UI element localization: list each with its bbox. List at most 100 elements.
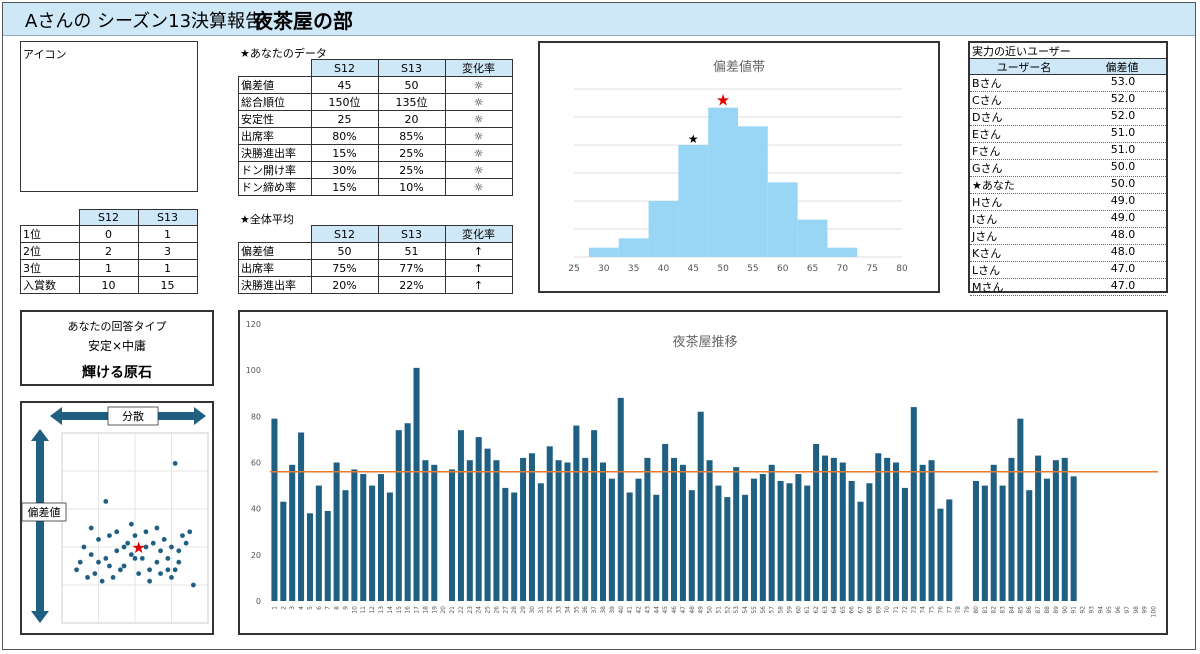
trend-y-tick: 40 — [251, 505, 261, 514]
trend-x-tick: 26 — [493, 606, 500, 614]
trend-bar — [271, 418, 278, 601]
histogram-bar — [678, 145, 709, 257]
trend-bar — [555, 460, 562, 601]
trend-bar — [573, 425, 580, 601]
trend-x-tick: 40 — [618, 606, 625, 614]
trend-x-tick: 75 — [929, 606, 936, 614]
trend-x-tick: 46 — [671, 606, 678, 614]
trend-x-tick: 8 — [334, 606, 341, 610]
trend-x-tick: 27 — [502, 606, 509, 614]
trend-y-tick: 60 — [251, 459, 261, 468]
trend-bar — [724, 497, 731, 601]
answer-type-box: あなたの回答タイプ 安定×中庸 輝ける原石 — [20, 310, 214, 386]
user-row: ★あなた 50.0 — [970, 177, 1166, 194]
histogram-tick-label: 55 — [747, 264, 758, 274]
trend-x-tick: 63 — [822, 606, 829, 614]
scatter-point — [114, 548, 120, 554]
histogram-tick-label: 40 — [658, 264, 670, 274]
trend-x-tick: 15 — [396, 606, 403, 614]
trend-x-tick: 19 — [431, 606, 438, 614]
icon-box-label: アイコン — [23, 48, 67, 61]
trend-bar — [608, 478, 615, 601]
trend-x-tick: 1 — [271, 606, 278, 610]
scatter-point — [187, 529, 193, 535]
scatter-point — [96, 559, 101, 565]
trend-bar — [937, 508, 944, 601]
trend-bar — [484, 448, 491, 601]
scatter-point — [176, 559, 182, 565]
trend-bar — [315, 485, 322, 601]
trend-x-tick: 20 — [440, 606, 447, 614]
histogram-tick-label: 75 — [866, 264, 877, 274]
table-row: 入賞数 10 15 — [20, 276, 198, 294]
user-name: Eさん — [972, 128, 1001, 141]
col-header: S13 — [377, 59, 446, 77]
trend-x-tick: 5 — [307, 606, 314, 610]
trend-bar — [821, 455, 829, 601]
trend-x-tick: 42 — [636, 606, 643, 614]
trend-bar — [431, 464, 438, 601]
scatter-point — [147, 578, 152, 584]
trend-x-tick: 73 — [911, 606, 918, 614]
rank-table: S12 S13 1位 0 1 2位 2 3 3位 1 1 入賞数 10 15 — [20, 209, 198, 294]
trend-bar — [369, 485, 376, 601]
y-axis-arrow — [31, 429, 49, 623]
user-name: Iさん — [972, 213, 998, 226]
histogram-tick-label: 70 — [837, 264, 849, 274]
trend-x-tick: 55 — [751, 606, 758, 614]
trend-x-tick: 28 — [511, 606, 518, 614]
user-row: Eさん 51.0 — [970, 126, 1166, 143]
trend-bar — [813, 444, 820, 601]
table-row: 決勝進出率 20% 22% ↑ — [238, 276, 513, 294]
trend-bar — [1043, 478, 1051, 601]
scatter-point — [183, 540, 189, 546]
trend-bar — [786, 483, 793, 601]
user-score: 47.0 — [1110, 279, 1136, 292]
trend-x-tick: 77 — [946, 606, 953, 614]
col-header: S12 — [310, 59, 379, 77]
answer-type-title: あなたの回答タイプ — [67, 320, 167, 333]
user-row: Jさん 48.0 — [970, 228, 1166, 245]
trend-x-tick: 37 — [591, 606, 598, 614]
trend-x-tick: 30 — [529, 606, 536, 614]
trend-bar — [697, 411, 704, 601]
report-title-prefix: Aさんの シーズン13決算報告 — [25, 11, 264, 32]
user-row: Fさん 51.0 — [970, 143, 1166, 160]
scatter-point — [136, 571, 142, 576]
trend-bar — [351, 469, 358, 601]
trend-bar — [1017, 418, 1024, 601]
user-name: Hさん — [972, 196, 1003, 209]
trend-bar — [671, 457, 678, 601]
trend-x-tick: 48 — [689, 606, 696, 614]
table-row: 1位 0 1 — [20, 225, 198, 243]
trend-x-tick: 94 — [1097, 606, 1104, 614]
trend-x-tick: 93 — [1088, 606, 1095, 614]
trend-bar — [990, 464, 997, 601]
trend-bar — [653, 494, 660, 601]
trend-y-tick: 100 — [246, 366, 261, 375]
histogram-tick-label: 45 — [688, 264, 699, 274]
table-row: 3位 1 1 — [20, 259, 198, 277]
scatter-point — [125, 540, 131, 546]
col-header: S12 — [310, 225, 379, 243]
trend-x-tick: 39 — [609, 606, 616, 614]
scatter-point — [81, 544, 87, 550]
trend-bar — [715, 485, 722, 601]
your-data-title: ★あなたのデータ — [240, 47, 327, 60]
histogram-tick-label: 60 — [777, 264, 789, 274]
scatter-point — [161, 537, 167, 542]
trend-x-tick: 38 — [600, 606, 607, 614]
histogram-tick-label: 30 — [598, 264, 610, 274]
user-name: Fさん — [972, 145, 1001, 158]
scatter-point — [77, 559, 83, 565]
trend-bar — [1035, 455, 1042, 601]
trend-bar — [1052, 460, 1059, 601]
nearby-users-title: 実力の近いユーザー — [970, 43, 1166, 59]
user-score: 53.0 — [1110, 75, 1136, 88]
histogram-bar — [618, 238, 649, 257]
trend-x-tick: 84 — [1008, 606, 1015, 614]
trend-x-tick: 67 — [858, 606, 865, 614]
scatter-point — [191, 582, 196, 588]
trend-bar — [449, 469, 456, 601]
trend-bar — [750, 478, 757, 601]
